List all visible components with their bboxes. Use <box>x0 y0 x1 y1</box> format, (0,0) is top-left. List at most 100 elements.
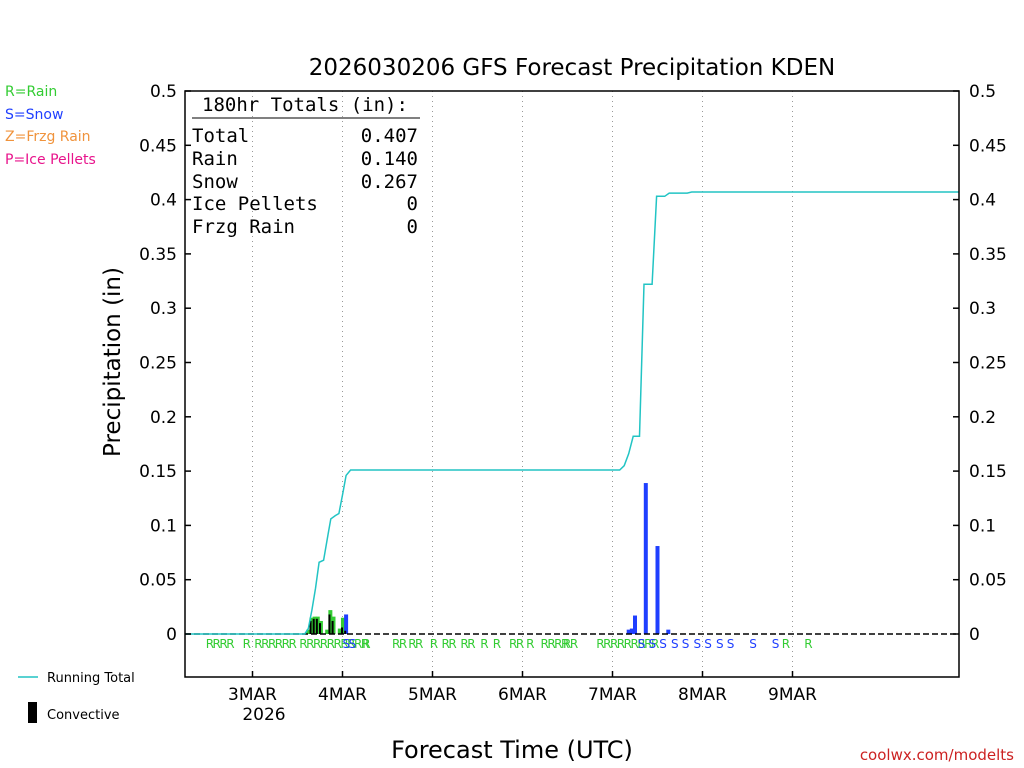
y-axis-label: Precipitation (in) <box>100 267 126 457</box>
x-tick-label: 9MAR <box>768 685 817 705</box>
x-axis-ticks: 3MAR 4MAR 5MAR 6MAR 7MAR 8MAR 9MAR <box>228 671 817 705</box>
y-tick-label-right: 0.35 <box>969 245 1007 265</box>
y-tick-label-right: 0.05 <box>969 571 1007 591</box>
bar-rain <box>306 629 311 634</box>
bar-snow <box>643 483 648 634</box>
running-total-layer <box>185 191 959 635</box>
x-tick-label: 4MAR <box>318 685 367 705</box>
bar-convective <box>312 618 315 634</box>
convective-legend-label: Convective <box>47 708 120 723</box>
plot-frame <box>184 90 960 678</box>
legend-frzg: Z=Frzg Rain <box>5 129 91 145</box>
bar-snow <box>666 629 671 634</box>
totals-label-frzg: Frzg Rain <box>192 216 295 238</box>
ptype-label: RRRRRRRRRR <box>299 637 369 651</box>
chart-title: 2026030206 GFS Forecast Precipitation KD… <box>309 55 835 81</box>
ptype-label: R <box>804 637 812 651</box>
y-tick-label-right: 0.5 <box>969 82 996 102</box>
ptype-label: R <box>526 637 534 651</box>
bottom-legend: Running Total Convective <box>18 671 135 723</box>
ptype-label: R <box>243 637 251 651</box>
x-tick-label: 7MAR <box>588 685 637 705</box>
ptype-label: RR <box>392 637 407 651</box>
legend-rain: R=Rain <box>5 84 57 100</box>
ptype-label: RR <box>408 637 423 651</box>
y-tick-label-right: 0.25 <box>969 354 1007 374</box>
ptype-label: S <box>716 637 723 651</box>
y-tick-label-left: 0.05 <box>139 571 177 591</box>
bar-convective <box>319 623 321 634</box>
ptype-label: RRRRR <box>254 637 289 651</box>
ptype-label: RRRRRRRRR <box>596 637 659 651</box>
y-tick-label-left: 0 <box>166 625 177 645</box>
bar-convective <box>341 627 344 634</box>
ptype-label: S <box>638 637 645 651</box>
ptype-label: R <box>362 637 370 651</box>
ptype-label: RR <box>460 637 475 651</box>
bar-convective <box>344 630 347 634</box>
ptype-label: R <box>480 637 488 651</box>
bar-rain <box>325 629 330 634</box>
bar-snow <box>655 546 660 634</box>
convective-swatch <box>28 702 37 723</box>
ptype-label: S <box>671 637 678 651</box>
ptype-label: R <box>430 637 438 651</box>
ptype-label: S <box>694 637 701 651</box>
footer-credit: coolwx.com/modelts <box>860 746 1014 764</box>
totals-value-ice: 0 <box>407 193 418 215</box>
ptype-label: S <box>649 637 656 651</box>
totals-label-snow: Snow <box>192 171 238 193</box>
ptype-label: S <box>659 637 666 651</box>
totals-header: 180hr Totals (in): <box>202 94 408 116</box>
ptype-label: RRRR <box>206 637 235 651</box>
bar-convective <box>331 620 334 634</box>
totals-box: 180hr Totals (in): Total 0.407 Rain 0.14… <box>192 94 420 238</box>
y-tick-label-left: 0.5 <box>150 82 177 102</box>
bar-convective <box>328 614 331 634</box>
bar-snow <box>629 628 634 634</box>
ptype-label: S <box>749 637 756 651</box>
x-tick-label: 3MAR <box>228 685 277 705</box>
ptype-label: S <box>704 637 711 651</box>
totals-label-ice: Ice Pellets <box>192 193 318 215</box>
ptype-label: RRRR <box>541 637 570 651</box>
ptype-label: S <box>772 637 779 651</box>
y-tick-label-right: 0.3 <box>969 299 996 319</box>
left-legend: R=Rain S=Snow Z=Frzg Rain P=Ice Pellets <box>5 84 96 168</box>
ptype-label: SS <box>343 637 356 651</box>
bar-snow <box>344 614 349 634</box>
y-tick-label-right: 0.45 <box>969 136 1007 156</box>
bar-snow <box>626 629 631 634</box>
precip-bars <box>306 483 671 634</box>
x-tick-label: 8MAR <box>678 685 727 705</box>
x-tick-label: 5MAR <box>408 685 457 705</box>
year-label: 2026 <box>242 705 285 725</box>
y-tick-label-right: 0.1 <box>969 516 996 536</box>
y-tick-label-left: 0.25 <box>139 354 177 374</box>
y-tick-label-left: 0.1 <box>150 516 177 536</box>
bar-convective <box>309 620 312 634</box>
y-tick-label-right: 0.4 <box>969 191 996 211</box>
y-tick-label-left: 0.35 <box>139 245 177 265</box>
ptype-label: RR <box>563 637 578 651</box>
ptype-label: R <box>493 637 501 651</box>
legend-snow: S=Snow <box>5 107 63 123</box>
y-tick-label-left: 0.2 <box>150 408 177 428</box>
y-tick-label-left: 0.45 <box>139 136 177 156</box>
y-tick-label-right: 0.15 <box>969 462 1007 482</box>
bar-snow <box>633 615 637 634</box>
bar-convective <box>315 618 318 634</box>
totals-value-frzg: 0 <box>407 216 418 238</box>
ptype-label: RR <box>442 637 457 651</box>
totals-label-rain: Rain <box>192 148 238 170</box>
y-tick-label-right: 0.2 <box>969 408 996 428</box>
y-tick-label-left: 0.4 <box>150 191 177 211</box>
ptype-label: S <box>727 637 734 651</box>
ptype-label: R <box>782 637 790 651</box>
y-tick-label-left: 0.15 <box>139 462 177 482</box>
legend-ice: P=Ice Pellets <box>5 152 96 168</box>
running-total-line <box>185 191 959 635</box>
ptype-label: S <box>682 637 689 651</box>
